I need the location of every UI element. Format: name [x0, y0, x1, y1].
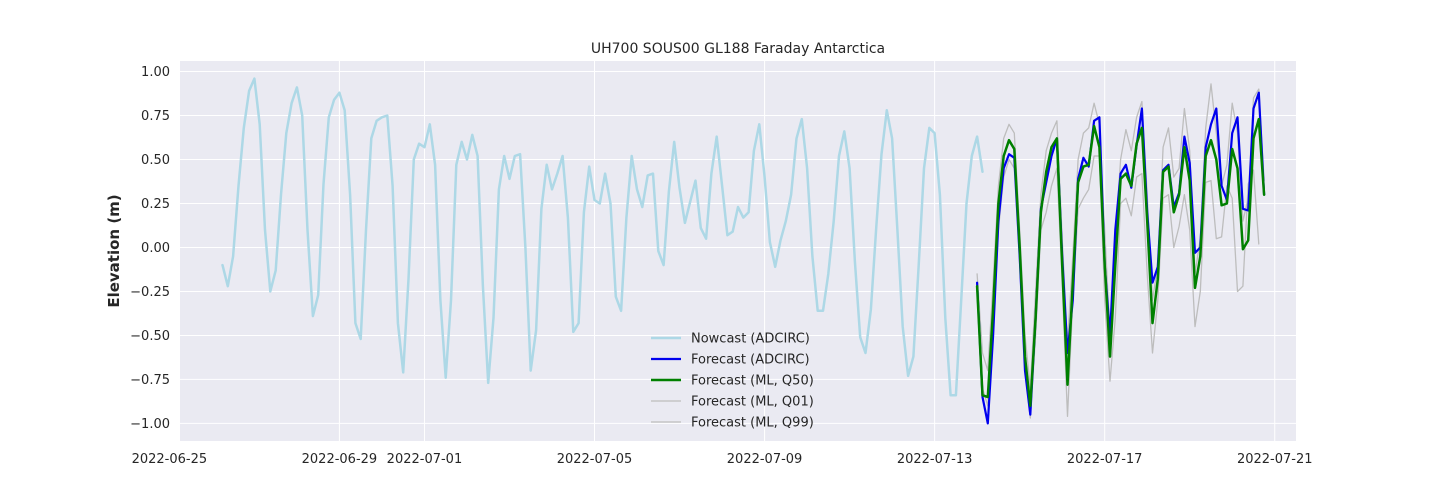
x-tick-label: 2022-07-17 — [1067, 452, 1143, 467]
y-tick-label: 0.00 — [141, 241, 170, 256]
y-tick-label: −0.25 — [130, 285, 170, 300]
legend-entry: Forecast (ADCIRC) — [691, 353, 810, 368]
series-line-3 — [975, 117, 1266, 408]
y-tick-label: −1.00 — [130, 417, 170, 432]
x-tick-label: 2022-07-13 — [897, 452, 973, 467]
y-tick-label: 1.00 — [141, 65, 170, 80]
x-tick-label: 2022-07-01 — [387, 452, 463, 467]
y-tick-label: 0.75 — [141, 109, 170, 124]
x-tick-label: 2022-07-21 — [1237, 452, 1313, 467]
x-tick-label: 2022-07-09 — [727, 452, 803, 467]
y-axis-label: Elevation (m) — [105, 194, 123, 307]
x-tick-label: 2022-07-05 — [557, 452, 633, 467]
y-tick-label: −0.75 — [130, 373, 170, 388]
x-tick-label: 2022-06-25 — [132, 452, 208, 467]
chart-title: UH700 SOUS00 GL188 Faraday Antarctica — [591, 41, 885, 57]
y-tick-label: 0.50 — [141, 153, 170, 168]
legend-entry: Nowcast (ADCIRC) — [691, 332, 810, 347]
legend-entry: Forecast (ML, Q01) — [691, 395, 814, 410]
series-line-1 — [221, 77, 984, 397]
legend-entry: Forecast (ML, Q99) — [691, 416, 814, 431]
y-tick-label: −0.50 — [130, 329, 170, 344]
x-tick-label: 2022-06-29 — [302, 452, 378, 467]
x-gridlines — [168, 61, 1276, 441]
series-lines — [221, 77, 1266, 425]
series-line-2 — [975, 91, 1266, 425]
legend-entry: Forecast (ML, Q50) — [691, 374, 814, 389]
x-tick-labels: 2022-06-25 2022-06-29 2022-07-01 2022-07-05… — [132, 452, 1313, 467]
y-tick-label: 0.25 — [141, 197, 170, 212]
legend: Nowcast (ADCIRC) Forecast (ADCIRC) Forecas… — [651, 332, 814, 431]
y-tick-labels: 1.00 0.75 0.50 0.25 0.00 −0.25 −0.50 −0.75 −1.00 — [130, 65, 170, 432]
